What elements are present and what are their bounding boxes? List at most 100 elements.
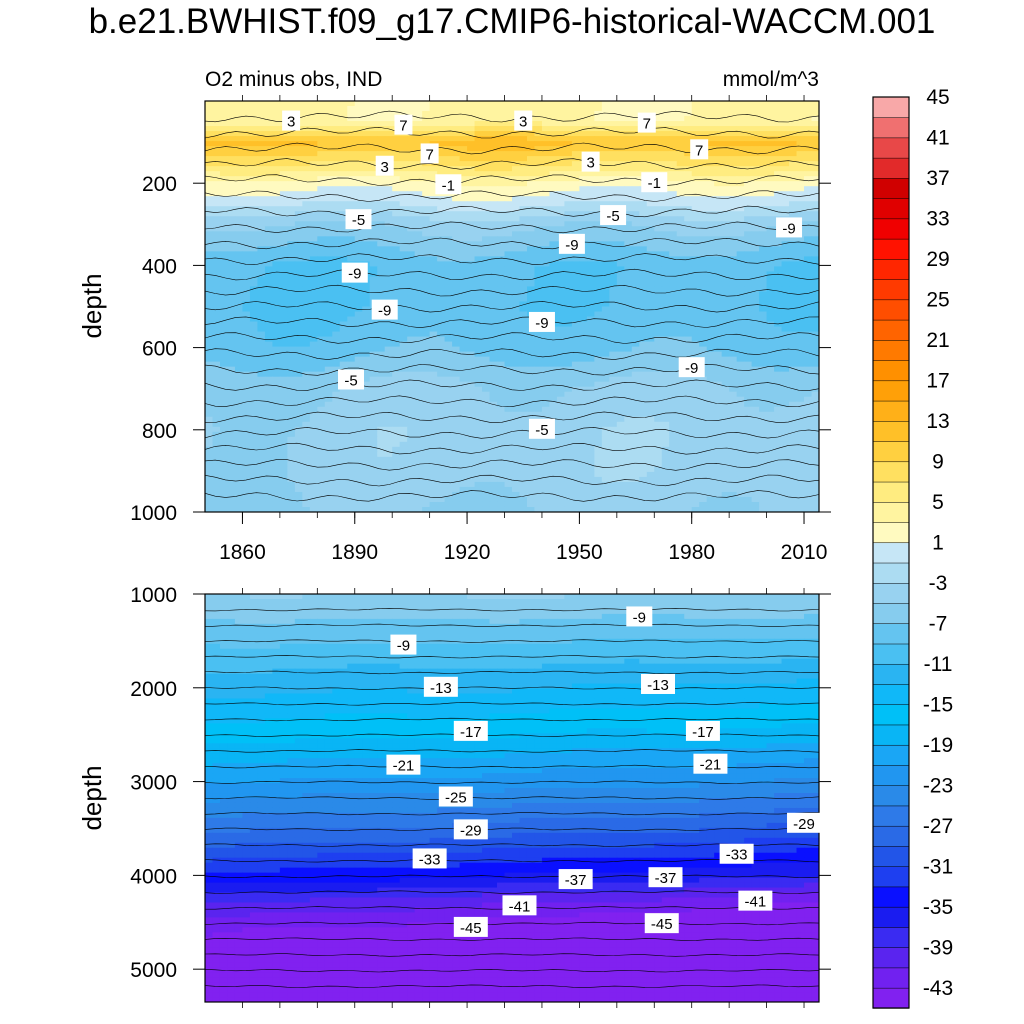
contour-cell (759, 161, 768, 167)
contour-cell (586, 221, 595, 227)
contour-cell (789, 246, 798, 252)
contour-cell (489, 276, 498, 283)
contour-cell (781, 106, 790, 112)
contour-cell (219, 231, 229, 237)
contour-cell (796, 276, 805, 283)
contour-cell (556, 116, 566, 122)
contour-cell (227, 126, 236, 132)
contour-cell (706, 216, 715, 222)
contour-cell (519, 106, 528, 112)
contour-cell (287, 336, 296, 343)
contour-cell (452, 171, 461, 177)
contour-cell (616, 296, 625, 303)
contour-cell (736, 216, 745, 222)
contour-cell (279, 346, 288, 353)
contour-cell (639, 291, 648, 298)
contour-cell (661, 131, 670, 137)
contour-cell (459, 131, 468, 137)
contour-cell (699, 226, 708, 232)
contour-cell (669, 171, 678, 177)
contour-cell (384, 231, 393, 237)
contour-cell (272, 391, 281, 398)
contour-cell (474, 231, 483, 237)
contour-cell (384, 291, 393, 298)
contour-cell (459, 186, 468, 192)
contour-cell (467, 161, 476, 167)
contour-cell (309, 151, 318, 157)
contour-cell (369, 391, 378, 398)
contour-cell (639, 371, 648, 378)
contour-cell (287, 146, 296, 152)
contour-cell (444, 371, 453, 378)
contour-cell (317, 211, 326, 217)
contour-cell (332, 141, 341, 147)
contour-cell (272, 296, 281, 303)
contour-cell (219, 326, 229, 333)
contour-cell (676, 261, 685, 267)
contour-cell (497, 301, 506, 308)
contour-cell (541, 211, 551, 217)
contour-cell (811, 166, 819, 172)
contour-cell (467, 266, 476, 273)
contour-cell (759, 376, 768, 383)
contour-cell (556, 161, 566, 167)
contour-cell (347, 391, 356, 398)
contour-cell (811, 376, 819, 383)
contour-cell (332, 286, 341, 293)
contour-cell (699, 121, 708, 127)
contour-cell (766, 291, 775, 298)
contour-cell (474, 211, 483, 217)
contour-cell (437, 116, 446, 122)
contour-cell (646, 191, 655, 197)
contour-cell (317, 106, 326, 112)
contour-cell (766, 186, 775, 192)
contour-cell (549, 126, 558, 132)
contour-cell (714, 396, 723, 403)
contour-cell (332, 241, 341, 247)
contour-cell (729, 261, 738, 267)
contour-cell (257, 111, 266, 117)
contour-cell (774, 301, 783, 308)
contour-cell (294, 246, 303, 252)
contour-cell (676, 116, 685, 122)
contour-cell (684, 126, 693, 132)
contour-cell (219, 141, 229, 147)
contour-cell (497, 121, 506, 127)
contour-cell (526, 366, 536, 373)
contour-cell (571, 326, 580, 333)
contour-cell (205, 106, 214, 112)
contour-cell (526, 236, 536, 242)
contour-cell (512, 376, 521, 383)
contour-cell (751, 331, 760, 338)
contour-cell (429, 216, 438, 222)
contour-cell (227, 336, 236, 343)
contour-cell (624, 361, 633, 368)
contour-cell (564, 116, 573, 122)
contour-cell (691, 186, 700, 192)
contour-cell (482, 261, 491, 267)
contour-cell (639, 106, 648, 112)
contour-cell (467, 326, 476, 333)
contour-cell (264, 361, 273, 368)
contour-cell (227, 156, 236, 162)
contour-cell (654, 226, 663, 232)
contour-cell (384, 281, 393, 288)
contour-cell (429, 301, 438, 308)
contour-cell (549, 136, 558, 142)
contour-cell (504, 216, 513, 222)
contour-cell (624, 136, 633, 142)
contour-cell (811, 321, 819, 328)
contour-cell (392, 171, 401, 177)
contour-cell (804, 381, 813, 388)
contour-cell (744, 236, 753, 242)
contour-cell (579, 216, 588, 222)
contour-cell (512, 136, 521, 142)
contour-cell (294, 141, 303, 147)
contour-cell (631, 276, 640, 283)
contour-cell (676, 111, 685, 117)
contour-cell (564, 321, 573, 328)
contour-cell (287, 396, 296, 403)
contour-cell (332, 236, 341, 242)
contour-cell (699, 216, 708, 222)
contour-cell (257, 106, 266, 112)
